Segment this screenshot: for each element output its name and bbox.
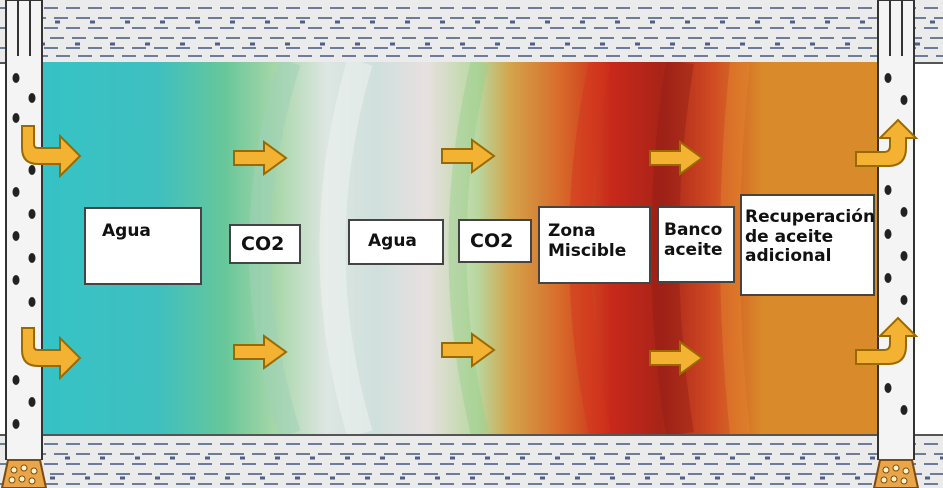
gravel-pack-icon — [0, 459, 48, 488]
label-oil-bank: Banco aceite — [657, 206, 735, 283]
right-arrow-icon — [232, 140, 288, 176]
strata-lines-top — [0, 7, 943, 57]
right-arrow-icon — [648, 140, 704, 176]
strata-bottom — [0, 434, 943, 488]
production-well — [876, 0, 916, 460]
label-oil-bank-line1: Banco — [664, 220, 723, 240]
perforated-well-casing-icon — [877, 0, 915, 460]
label-recovery-line1: Recuperación — [745, 207, 876, 227]
right-arrow-icon — [440, 138, 496, 174]
label-co2-slug-2: CO2 — [458, 219, 532, 263]
label-water-zone: Agua — [84, 207, 202, 285]
curved-right-arrow-icon — [16, 125, 82, 179]
curved-up-right-arrow-icon — [854, 316, 919, 368]
caprock-strata-top — [0, 0, 943, 64]
label-water-text: Agua — [102, 221, 151, 241]
strata-lines-bottom — [0, 443, 943, 485]
curved-right-arrow-icon — [16, 327, 82, 381]
label-co2-text: CO2 — [241, 233, 285, 255]
label-miscible-zone: Zona Miscible — [538, 206, 651, 284]
label-co2-text: CO2 — [470, 230, 514, 252]
label-additional-recovery: Recuperación de aceite adicional — [740, 194, 875, 296]
label-recovery-line3: adicional — [745, 246, 832, 267]
right-arrow-icon — [440, 332, 496, 368]
label-co2-slug-1: CO2 — [229, 224, 301, 264]
injection-well-base — [0, 456, 48, 488]
label-recovery-line2: de aceite — [745, 226, 834, 247]
label-water-text: Agua — [368, 231, 417, 251]
label-oil-bank-line2: aceite — [664, 239, 723, 260]
label-miscible-line1: Zona — [548, 221, 596, 241]
production-well-base — [872, 456, 920, 488]
label-miscible-line2: Miscible — [548, 240, 627, 261]
perforated-well-casing-icon — [5, 0, 43, 460]
gravel-pack-icon — [872, 459, 920, 488]
injection-well — [4, 0, 44, 460]
right-arrow-icon — [648, 340, 704, 376]
right-arrow-icon — [232, 334, 288, 370]
curved-up-right-arrow-icon — [854, 118, 919, 170]
label-water-slug: Agua — [348, 219, 444, 265]
